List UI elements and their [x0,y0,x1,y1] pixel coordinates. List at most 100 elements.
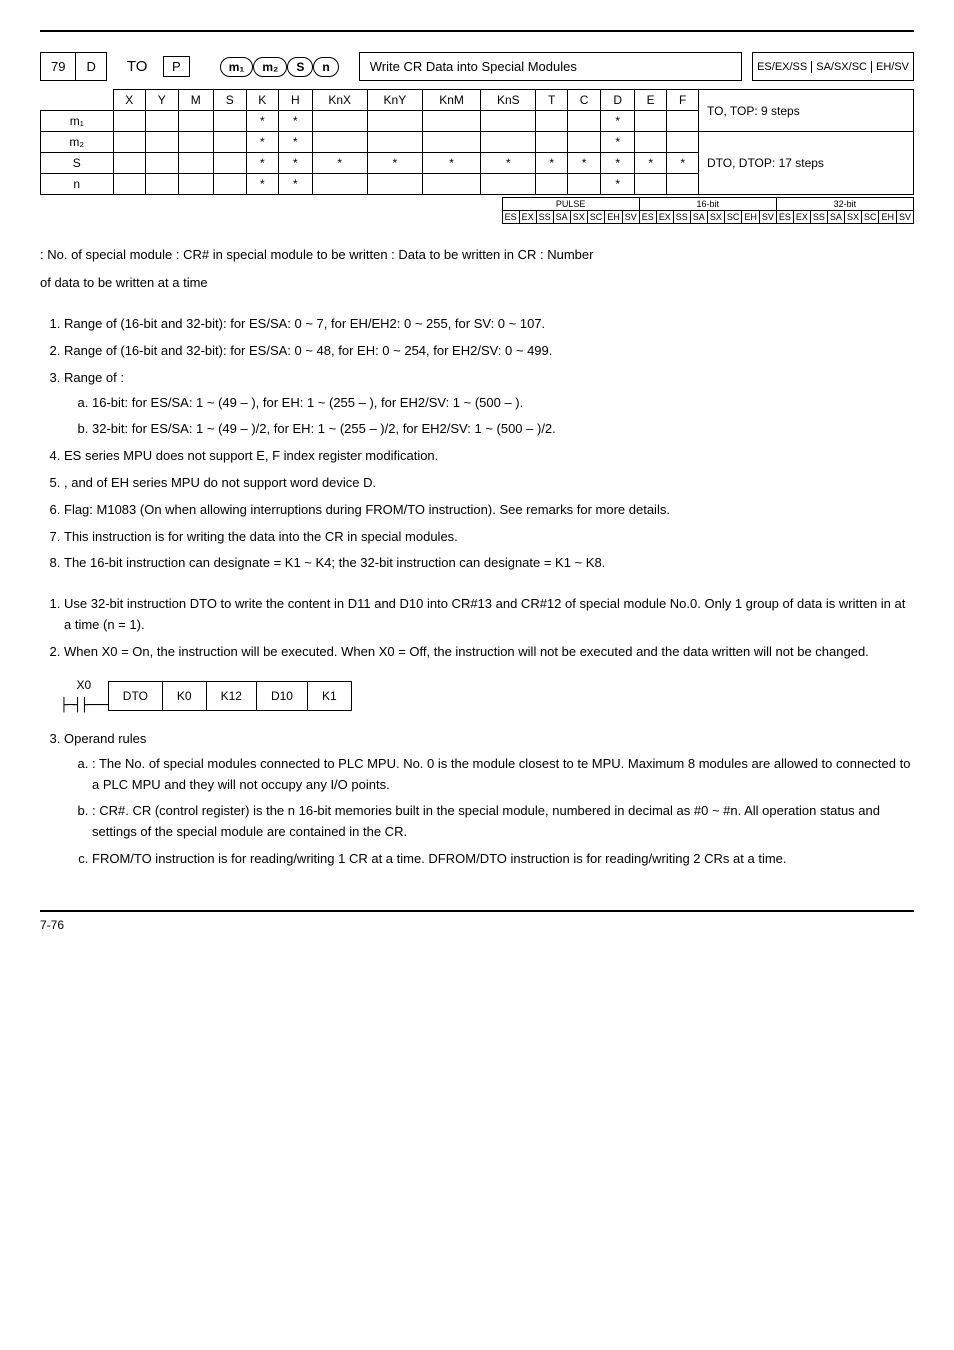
ladder-cell: DTO [108,681,162,710]
instruction-header: 79 D TO P m₁ m₂ S n Write CR Data into S… [40,52,914,81]
bit-cell: ES [502,211,519,224]
exp-7: This instruction is for writing the data… [64,527,914,548]
ladder-contact-label: X0 [77,675,92,695]
steps-1: TO, TOP: 9 steps [699,90,914,132]
exp-1: Range of (16-bit and 32-bit): for ES/SA:… [64,314,914,335]
bit-table: PULSE 16-bit 32-bit ESEXSSSASXSCEHSVESEX… [502,197,914,224]
bit-cell: SX [707,211,724,224]
ladder-table: DTO K0 K12 D10 K1 [108,681,352,711]
api-box: 79 D [40,52,107,81]
bit-cell: SS [536,211,553,224]
col-KnY: KnY [367,90,422,111]
operand-rules: Operand rules : The No. of special modul… [64,729,914,870]
explanations: Range of (16-bit and 32-bit): for ES/SA:… [40,314,914,574]
exp-3: Range of : 16-bit: for ES/SA: 1 ~ (49 – … [64,368,914,440]
contact-icon: ├─┤├─── [60,695,108,717]
row-label: m₂ [41,132,114,153]
d-flag: D [76,53,105,80]
bit-cell: SX [844,211,861,224]
exp-6: Flag: M1083 (On when allowing interrupti… [64,500,914,521]
operand-s: S [287,57,313,77]
model-box: ES/EX/SS SA/SX/SC EH/SV [752,52,914,81]
ladder-cell: K1 [307,681,351,710]
model-1: ES/EX/SS [753,61,812,73]
ladder-cell: K0 [162,681,206,710]
col-X: X [113,90,146,111]
bit-cell: EH [879,211,897,224]
ladder-cell: K12 [206,681,256,710]
rule-b: : CR#. CR (control register) is the n 16… [92,801,914,843]
col-KnX: KnX [312,90,367,111]
exp-2: Range of (16-bit and 32-bit): for ES/SA:… [64,341,914,362]
bit-cell: EH [605,211,623,224]
bit-cell: ES [639,211,656,224]
mnemonic-box: TO P [117,52,200,81]
exp-3a: 16-bit: for ES/SA: 1 ~ (49 – ), for EH: … [92,393,914,414]
program-example: Use 32-bit instruction DTO to write the … [40,594,914,870]
exp-3b: 32-bit: for ES/SA: 1 ~ (49 – )/2, for EH… [92,419,914,440]
bit-cell: SS [673,211,690,224]
desc-line2: of data to be written at a time [40,275,208,290]
bit-cell: SA [690,211,707,224]
operand-m2: m₂ [253,57,287,77]
col-D: D [601,90,635,111]
bit-cells: ESEXSSSASXSCEHSVESEXSSSASXSCEHSVESEXSSSA… [502,211,913,224]
footer: 7-76 [40,910,914,932]
row-label: n [41,174,114,195]
row-label: m₁ [41,111,114,132]
function-box: Write CR Data into Special Modules [359,52,742,81]
col-M: M [178,90,214,111]
bit-cell: SV [759,211,776,224]
table-row: m₂ *** DTO, DTOP: 17 steps [41,132,914,153]
bit-cell: EH [742,211,760,224]
bit-cell: SV [896,211,913,224]
page-number: 7-76 [40,918,64,932]
api-number: 79 [41,53,76,80]
operands-box: m₁ m₂ S n [210,52,349,81]
bit-cell: SA [827,211,844,224]
rule-a: : The No. of special modules connected t… [92,754,914,796]
exp-5: , and of EH series MPU do not support wo… [64,473,914,494]
bit-h3: 32-bit [776,198,913,211]
col-KnS: KnS [481,90,536,111]
col-S: S [214,90,247,111]
col-F: F [667,90,699,111]
exp-4: ES series MPU does not support E, F inde… [64,446,914,467]
desc-line1: : No. of special module : CR# in special… [40,247,593,262]
p-flag: P [163,56,190,77]
bit-cell: ES [776,211,793,224]
col-K: K [246,90,279,111]
bit-cell: SA [553,211,570,224]
col-H: H [279,90,313,111]
col-E: E [634,90,667,111]
bit-cell: EX [519,211,536,224]
ladder-cell: D10 [256,681,307,710]
operand-table: X Y M S K H KnX KnY KnM KnS T C D E F TO… [40,89,914,195]
operand-n: n [313,57,338,77]
rule-c: FROM/TO instruction is for reading/writi… [92,849,914,870]
col-C: C [567,90,601,111]
bit-h1: PULSE [502,198,639,211]
bit-cell: SS [810,211,827,224]
operand-m1: m₁ [220,57,254,77]
model-2: SA/SX/SC [812,61,872,73]
col-Y: Y [146,90,179,111]
steps-2: DTO, DTOP: 17 steps [699,132,914,195]
bit-h2: 16-bit [639,198,776,211]
bit-cell: SC [861,211,879,224]
top-rule [40,30,914,32]
col-T: T [536,90,567,111]
exp-8: The 16-bit instruction can designate = K… [64,553,914,574]
pex-1: Use 32-bit instruction DTO to write the … [64,594,914,636]
bit-cell: SV [622,211,639,224]
pex-2: When X0 = On, the instruction will be ex… [64,642,914,663]
bit-cell: SC [587,211,605,224]
ladder-diagram: X0 ├─┤├─── DTO K0 K12 D10 K1 [60,675,914,717]
row-label: S [41,153,114,174]
col-KnM: KnM [422,90,480,111]
model-3: EH/SV [872,61,913,73]
bit-cell: SC [724,211,742,224]
bit-cell: EX [656,211,673,224]
mnemonic: TO [127,58,148,75]
operand-description: : No. of special module : CR# in special… [40,244,914,294]
